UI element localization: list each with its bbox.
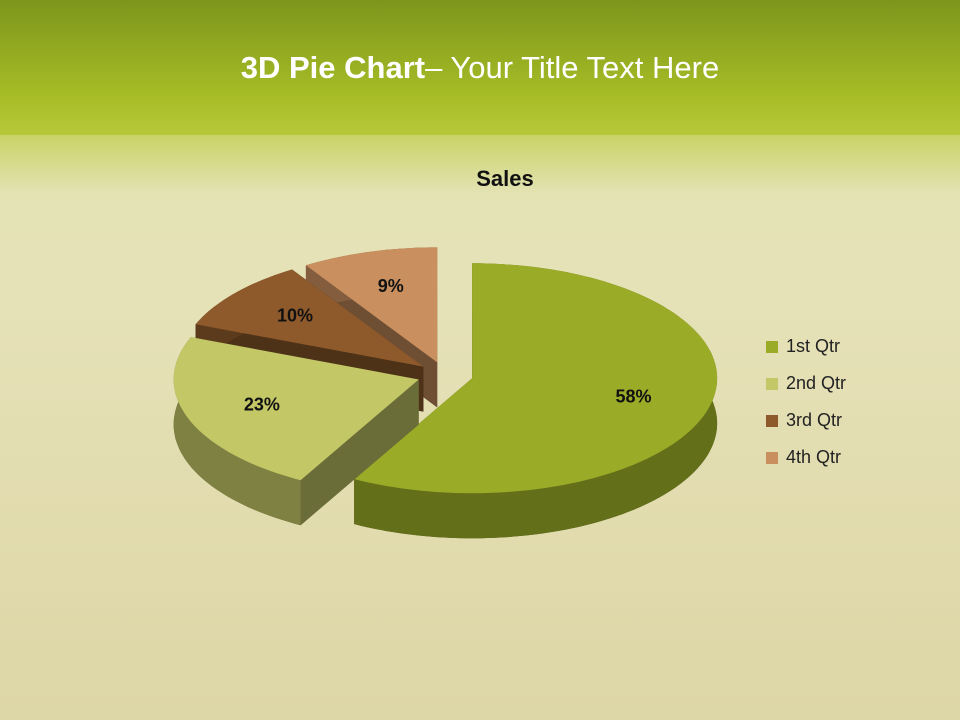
legend-swatch: [766, 378, 778, 390]
legend-label: 4th Qtr: [786, 447, 841, 467]
chart-title: Sales: [476, 166, 534, 191]
legend-label: 2nd Qtr: [786, 373, 846, 393]
slice-top: [305, 247, 438, 363]
title-rest: – Your Title Text Here: [425, 50, 720, 85]
data-label: 58%: [615, 386, 651, 406]
title-bold: 3D Pie Chart: [240, 50, 426, 85]
slice-top: [354, 263, 718, 494]
data-label: 23%: [244, 395, 280, 415]
data-label: 9%: [378, 276, 404, 296]
legend-swatch: [766, 415, 778, 427]
pie-slice: [354, 263, 718, 539]
title-banner: [0, 0, 960, 135]
slide-title: 3D Pie Chart– Your Title Text Here: [0, 50, 960, 86]
slice-top: [173, 337, 419, 481]
slice-top: [195, 269, 424, 367]
legend-swatch: [766, 452, 778, 464]
pie-slice: [173, 337, 419, 526]
banner-fade: [0, 135, 960, 195]
legend-label: 1st Qtr: [786, 336, 840, 356]
data-label: 10%: [277, 306, 313, 326]
legend-swatch: [766, 341, 778, 353]
slice-rim: [173, 337, 301, 526]
legend-label: 3rd Qtr: [786, 410, 842, 430]
